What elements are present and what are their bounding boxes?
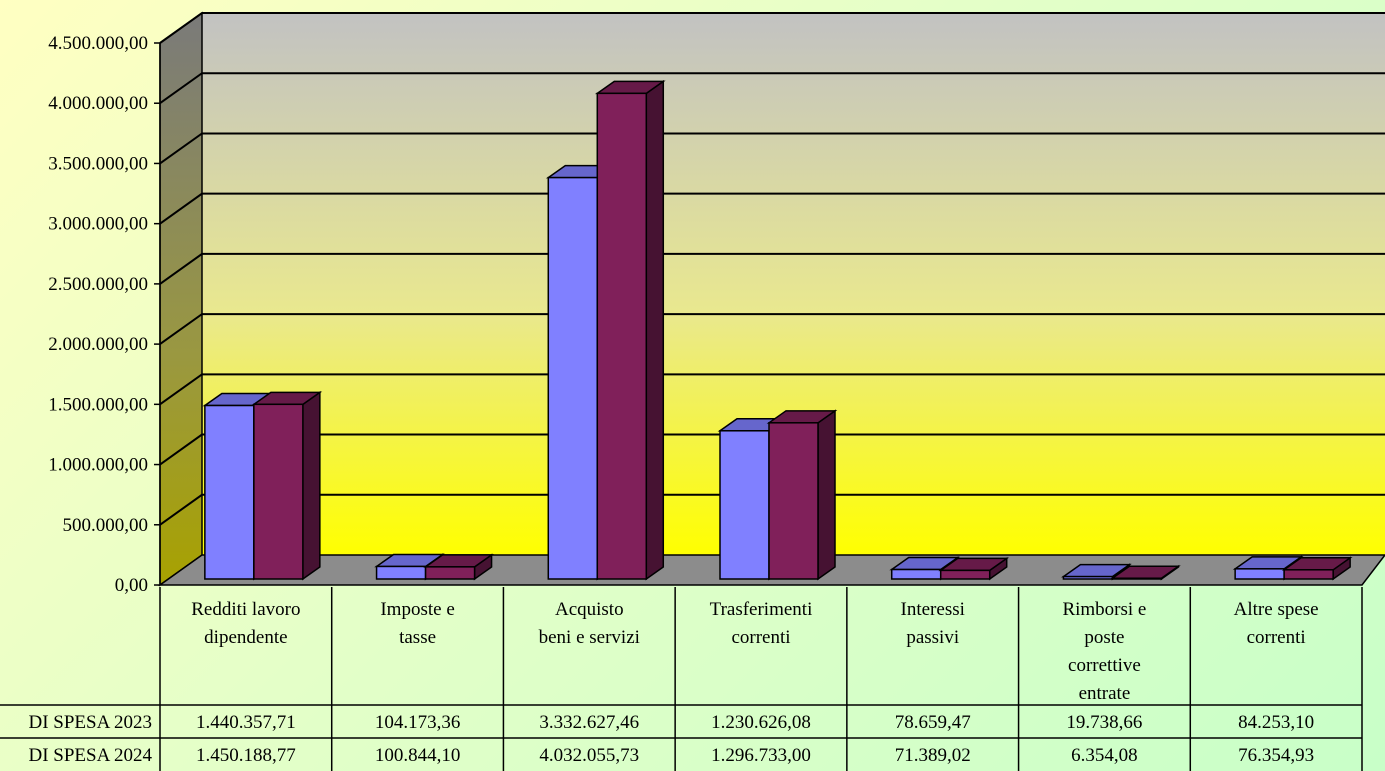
category-label: poste	[1084, 627, 1124, 648]
bar-front	[719, 430, 770, 580]
category-label: Trasferimenti	[710, 599, 813, 620]
series-name: DI SPESA 2024	[28, 745, 152, 766]
table-value: 3.332.627,46	[539, 712, 639, 733]
gridline	[159, 132, 1385, 165]
y-tick-label: 3.000.000,00	[48, 214, 148, 235]
bar-side	[645, 79, 665, 581]
bar	[1110, 564, 1181, 581]
category-label: beni e servizi	[539, 627, 640, 648]
bar-front	[939, 569, 991, 580]
bar-front	[768, 422, 819, 580]
table-value: 6.354,08	[1071, 745, 1138, 766]
table-value: 1.296.733,00	[711, 745, 811, 766]
gridline	[159, 12, 1385, 44]
gridline	[159, 493, 1385, 526]
table-value: 71.389,02	[895, 745, 971, 766]
bar-front	[375, 565, 427, 580]
bar	[766, 409, 838, 581]
gridline	[159, 313, 1385, 345]
bar-front	[1234, 568, 1285, 580]
category-label: Acquisto	[555, 599, 624, 620]
bar-front	[253, 403, 304, 580]
y-tick-label: 2.500.000,00	[48, 274, 148, 295]
category-label: Imposte e	[380, 599, 454, 620]
table-value: 100.844,10	[375, 745, 461, 766]
bar	[251, 390, 323, 581]
table-value: 1.230.626,08	[711, 712, 811, 733]
y-tick-label: 2.000.000,00	[48, 334, 148, 355]
gridline	[159, 252, 1385, 285]
bar	[594, 79, 666, 581]
category-label: dipendente	[204, 627, 287, 648]
y-tick-label: 500.000,00	[63, 515, 149, 536]
table-value: 1.440.357,71	[196, 712, 296, 733]
table-value: 78.659,47	[895, 712, 971, 733]
category-label: correnti	[731, 627, 790, 648]
gridline	[159, 433, 1385, 466]
table-value: 104.173,36	[375, 712, 461, 733]
bar-front	[1283, 569, 1334, 580]
bar-front	[204, 404, 255, 580]
y-tick-label: 4.500.000,00	[48, 33, 148, 54]
gridline	[159, 373, 1385, 406]
category-label: entrate	[1079, 683, 1131, 704]
y-tick-label: 4.000.000,00	[48, 93, 148, 114]
y-tick-label: 1.000.000,00	[48, 455, 148, 476]
series-name: DI SPESA 2023	[28, 712, 152, 733]
category-label: correnti	[1247, 627, 1306, 648]
bar-front	[547, 176, 599, 580]
bar-front	[596, 92, 648, 580]
bar-front	[890, 568, 942, 580]
bar-side	[817, 409, 836, 581]
table-value: 84.253,10	[1238, 712, 1314, 733]
y-tick-label: 1.500.000,00	[48, 394, 148, 415]
bars	[202, 79, 1353, 581]
table-value: 19.738,66	[1066, 712, 1142, 733]
category-label: Rimborsi e	[1062, 599, 1146, 620]
y-tick-label: 3.500.000,00	[48, 153, 148, 174]
table-value: 1.450.188,77	[196, 745, 296, 766]
category-label: passivi	[906, 627, 959, 648]
table-value: 76.354,93	[1238, 745, 1314, 766]
y-tick-label: 0,00	[115, 575, 148, 596]
table-value: 4.032.055,73	[539, 745, 639, 766]
category-label: tasse	[399, 627, 436, 648]
bar-side	[302, 390, 321, 581]
gridline	[159, 72, 1385, 105]
bar-front	[1062, 575, 1114, 580]
bar-front	[424, 566, 476, 580]
y-axis: 0,00 500.000,00 1.000.000,00 1.500.000,00 2.…	[48, 33, 161, 596]
bar	[423, 553, 494, 581]
bar-front	[1111, 577, 1163, 580]
category-label: Altre spese	[1234, 599, 1319, 620]
gridlines	[159, 12, 1385, 526]
data-table: Redditi lavoro dipendente 1.440.357,71 1.45…	[0, 587, 1363, 771]
category-label: Redditi lavoro	[191, 599, 300, 620]
category-label: Interessi	[901, 599, 965, 620]
bar	[938, 556, 1010, 581]
bar	[1281, 556, 1353, 581]
category-label: correttive	[1068, 655, 1141, 676]
gridline	[159, 192, 1385, 225]
